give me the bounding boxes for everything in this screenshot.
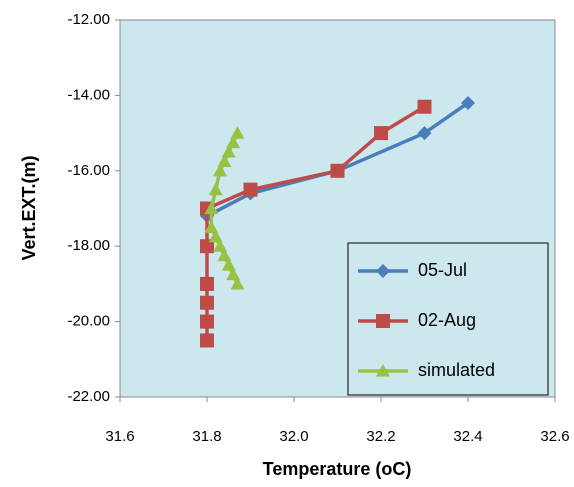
- marker: [204, 220, 219, 233]
- legend-label: simulated: [418, 360, 495, 380]
- marker: [200, 314, 214, 329]
- marker: [208, 182, 223, 196]
- x-tick-label: 31.8: [192, 428, 221, 445]
- marker: [374, 126, 388, 141]
- marker: [200, 276, 214, 291]
- x-tick-label: 32.6: [540, 428, 569, 445]
- marker: [230, 276, 245, 290]
- marker: [230, 126, 245, 139]
- marker: [221, 144, 236, 158]
- marker: [417, 99, 432, 114]
- y-tick-label: -14.00: [67, 86, 110, 103]
- marker: [221, 258, 236, 271]
- marker: [243, 182, 258, 197]
- marker: [204, 201, 219, 215]
- legend-label: 05-Jul: [418, 260, 467, 280]
- y-axis-title: Vert.EXT.(m): [19, 155, 39, 260]
- legend-label: 02-Aug: [418, 310, 476, 330]
- x-tick-label: 31.6: [105, 428, 134, 445]
- y-tick-label: -20.00: [67, 313, 110, 330]
- y-tick-label: -16.00: [67, 162, 110, 179]
- marker: [461, 95, 475, 110]
- series-line: [205, 105, 426, 341]
- marker: [417, 126, 432, 141]
- marker: [226, 135, 241, 149]
- marker: [213, 163, 228, 177]
- legend-marker: [376, 364, 390, 377]
- x-tick-label: 32.2: [366, 428, 395, 445]
- marker: [200, 295, 214, 310]
- y-tick-label: -18.00: [67, 237, 110, 254]
- marker: [208, 229, 223, 243]
- marker: [200, 239, 214, 254]
- marker: [330, 163, 345, 178]
- y-tick-label: -22.00: [67, 388, 110, 405]
- marker: [226, 267, 241, 281]
- marker: [217, 154, 232, 167]
- y-tick-label: -12.00: [67, 11, 110, 28]
- marker: [200, 333, 214, 348]
- legend-marker: [376, 264, 390, 278]
- x-tick-label: 32.0: [279, 428, 308, 445]
- x-axis-title: Temperature (oC): [263, 459, 412, 479]
- marker: [213, 239, 228, 252]
- marker: [217, 248, 232, 262]
- x-tick-label: 32.4: [453, 428, 482, 445]
- legend-marker: [376, 314, 390, 328]
